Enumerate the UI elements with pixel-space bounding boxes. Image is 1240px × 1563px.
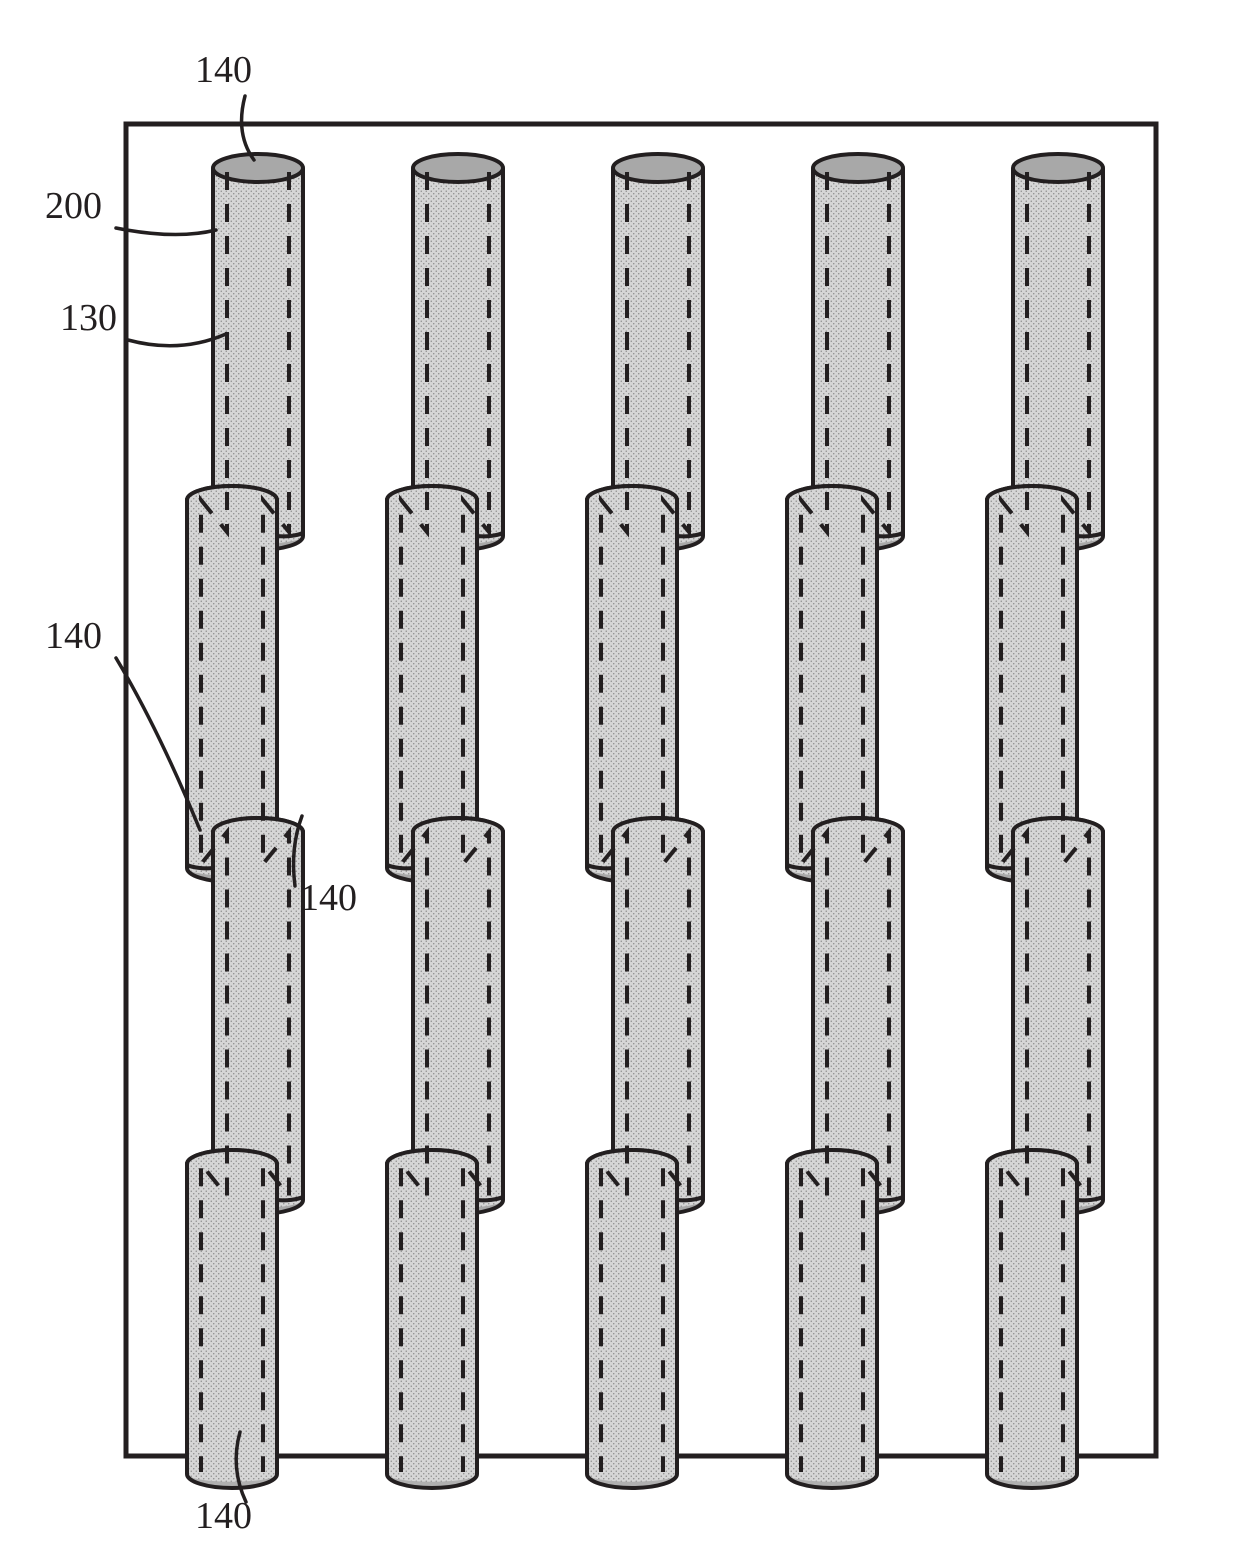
callout-label: 140 (195, 1495, 252, 1537)
callout-label: 130 (60, 297, 117, 339)
callout-label: 140 (300, 877, 357, 919)
callout-label: 200 (45, 185, 102, 227)
callout-label: 140 (195, 49, 252, 91)
callout-label: 140 (45, 615, 102, 657)
